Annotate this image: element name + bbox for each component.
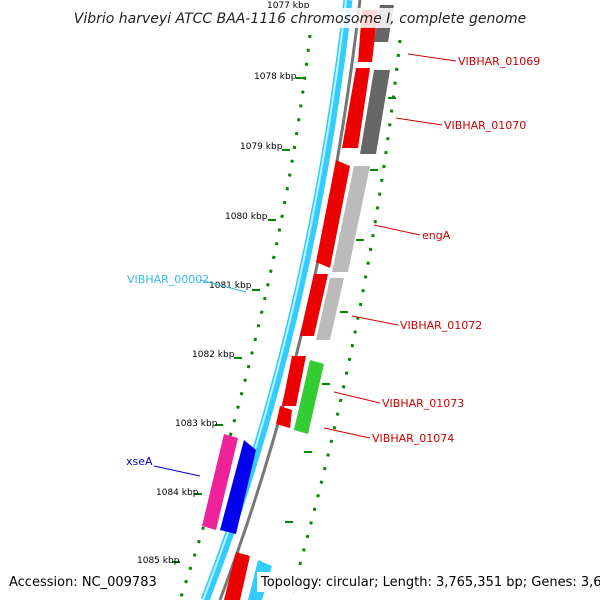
backbone-blue-highlight [202, 0, 347, 600]
tick-labels: 1077 kbp 1078 kbp 1079 kbp 1080 kbp 1081… [137, 1, 310, 566]
gene-labels: VIBHAR_01069 VIBHAR_01070 engA VIBHAR_00… [126, 55, 540, 468]
accession-text: Accession: NC_009783 [9, 575, 157, 590]
tick-label-1077: 1077 kbp [267, 1, 310, 11]
tick-label-1080: 1080 kbp [225, 212, 268, 222]
gene-label-vibhar-00002: VIBHAR_00002 [127, 273, 209, 286]
tick-label-1081: 1081 kbp [209, 281, 252, 291]
tick-label-1078: 1078 kbp [254, 72, 297, 82]
gene-01073-green [294, 360, 324, 434]
gene-01072-red [300, 274, 328, 336]
inner-dotted-track [288, 39, 402, 600]
page-title: Vibrio harveyi ATCC BAA-1116 chromosome … [74, 11, 526, 27]
gene-label-vibhar-01073: VIBHAR_01073 [382, 397, 464, 410]
gene-xsea-blue [220, 440, 256, 534]
gene-01073-red [282, 356, 306, 406]
tick-label-1079: 1079 kbp [240, 142, 283, 152]
gene-label-vibhar-01074: VIBHAR_01074 [372, 432, 454, 445]
gene-label-vibhar-01072: VIBHAR_01072 [400, 319, 482, 332]
gene-01072-grey [316, 278, 344, 340]
accession-background [5, 572, 155, 592]
tick-marks [172, 77, 396, 563]
gene-xsea-pink [202, 434, 238, 530]
tick-label-1085: 1085 kbp [137, 556, 180, 566]
gene-01070-grey [360, 70, 390, 154]
summary-text: Topology: circular; Length: 3,765,351 bp… [260, 575, 600, 590]
title-background [70, 8, 530, 28]
leader-lines [153, 53, 457, 477]
tick-label-1084: 1084 kbp [156, 488, 199, 498]
gene-label-vibhar-01069: VIBHAR_01069 [458, 55, 540, 68]
tick-label-1083: 1083 kbp [175, 419, 218, 429]
gene-01074-red [276, 406, 292, 428]
gene-label-enga: engA [422, 229, 451, 242]
gene-label-xsea: xseA [126, 455, 153, 468]
gene-label-vibhar-01070: VIBHAR_01070 [444, 119, 526, 132]
summary-background [257, 572, 597, 592]
gene-enga-grey [332, 166, 370, 272]
tick-label-1082: 1082 kbp [192, 350, 235, 360]
gene-enga-red [316, 160, 350, 268]
gene-01069-red [342, 68, 370, 148]
gene-bottom-red [224, 552, 250, 600]
